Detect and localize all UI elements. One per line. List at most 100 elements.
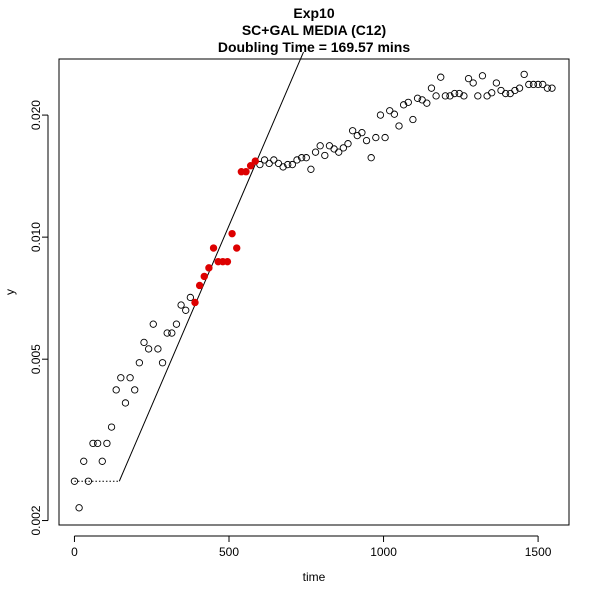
x-axis-label: time	[303, 570, 326, 584]
data-point	[497, 86, 505, 95]
data-point	[437, 73, 445, 81]
data-point	[344, 140, 352, 148]
data-point	[186, 293, 195, 302]
data-point	[107, 423, 116, 431]
data-point	[144, 345, 153, 353]
data-point	[534, 80, 542, 89]
fit-data-point	[195, 281, 204, 290]
data-point	[75, 504, 83, 512]
data-point	[80, 457, 88, 465]
data-point	[501, 89, 510, 98]
data-point	[135, 359, 144, 367]
data-point	[432, 92, 440, 100]
data-point	[492, 79, 501, 87]
data-point	[270, 156, 278, 164]
data-point	[358, 129, 366, 137]
data-point	[330, 145, 338, 153]
chart-title: Exp10	[293, 5, 334, 21]
data-point	[103, 439, 111, 448]
data-point	[543, 84, 552, 92]
data-point	[460, 92, 468, 100]
data-point	[539, 80, 547, 89]
x-axis: 0 500 1000 1500	[71, 535, 552, 559]
fit-data-point	[246, 162, 255, 170]
data-point	[348, 127, 357, 135]
data-point	[293, 156, 301, 164]
data-point	[525, 80, 533, 89]
x-tick-label: 1500	[525, 545, 552, 559]
data-point	[121, 399, 130, 407]
data-point	[284, 160, 292, 169]
data-point	[265, 159, 273, 168]
data-point	[339, 144, 348, 152]
plot-frame	[58, 58, 570, 526]
data-point	[376, 111, 385, 119]
data-point	[163, 329, 171, 337]
data-point	[529, 80, 538, 89]
data-point	[381, 133, 389, 142]
y-axis-label: y	[3, 289, 17, 295]
fit-data-point	[242, 168, 250, 176]
data-point	[70, 477, 79, 485]
data-point	[399, 101, 408, 109]
data-point	[168, 329, 176, 337]
data-point	[131, 386, 139, 394]
chart-subtitle: SC+GAL MEDIA (C12)	[242, 22, 386, 38]
data-point	[441, 92, 450, 100]
data-point	[450, 89, 459, 98]
data-point	[520, 70, 528, 79]
data-point	[302, 154, 310, 162]
data-point	[478, 72, 487, 80]
data-point	[427, 84, 436, 92]
x-tick-label: 500	[219, 545, 239, 559]
data-points	[70, 70, 556, 512]
doubling-time-text: Doubling Time = 169.57 mins	[218, 39, 411, 55]
data-point	[140, 338, 148, 347]
data-point	[469, 79, 477, 87]
data-point	[117, 374, 125, 382]
data-point	[446, 92, 454, 100]
data-point	[386, 107, 394, 115]
fit-data-point	[191, 298, 199, 307]
data-point	[464, 74, 473, 83]
fit-data-point	[200, 272, 208, 281]
y-tick-label: 0.010	[29, 222, 43, 252]
data-point	[515, 84, 524, 92]
data-point	[548, 84, 556, 92]
data-point	[488, 89, 496, 97]
fit-data-point	[209, 244, 218, 252]
data-point	[353, 131, 361, 140]
data-point	[158, 359, 167, 367]
data-point	[260, 156, 269, 164]
data-point	[274, 159, 283, 168]
data-point	[474, 92, 482, 100]
data-point	[367, 154, 375, 162]
y-tick-label: 0.020	[29, 100, 43, 130]
y-axis: 0.002 0.005 0.010 0.020	[29, 100, 49, 536]
data-point	[455, 89, 463, 98]
data-point	[182, 306, 190, 314]
data-point	[321, 151, 329, 160]
data-point	[288, 160, 297, 169]
fit-data-point	[205, 264, 213, 272]
data-point	[409, 115, 417, 124]
data-point	[256, 160, 264, 169]
data-point	[483, 92, 491, 100]
fit-lines	[74, 51, 304, 482]
data-point	[325, 142, 334, 150]
data-point	[279, 163, 287, 171]
fit-data-point	[251, 157, 259, 165]
data-point	[177, 301, 185, 309]
data-point	[126, 374, 134, 382]
data-point	[84, 477, 93, 485]
x-tick-label: 0	[71, 545, 78, 559]
data-point	[98, 457, 106, 465]
fit-data-point	[228, 229, 236, 238]
data-point	[362, 136, 371, 145]
data-point	[89, 439, 97, 448]
y-tick-label: 0.002	[29, 505, 43, 535]
data-point	[506, 89, 514, 98]
y-tick-label: 0.005	[29, 344, 43, 374]
data-point	[335, 148, 343, 156]
